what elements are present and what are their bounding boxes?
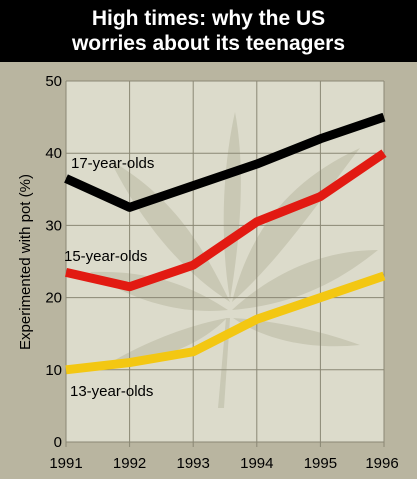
- y-axis-label: Experimented with pot (%): [17, 174, 34, 350]
- y-tick-label: 30: [45, 217, 62, 234]
- x-tick-label: 1991: [49, 455, 82, 472]
- series-label-13: 13-year-olds: [70, 383, 153, 400]
- grid-lines: [65, 80, 385, 447]
- series-label-17: 17-year-olds: [71, 155, 154, 172]
- x-tick-label: 1995: [304, 455, 337, 472]
- series-lines: [64, 112, 387, 375]
- series-line-1: [65, 149, 387, 292]
- series-line-2: [65, 271, 386, 375]
- title-line-1: High times: why the US: [91, 7, 326, 30]
- x-axis-ticks: 1991 1992 1993 1994 1995 1996: [49, 455, 398, 472]
- title-line-2: worries about its teenagers: [71, 32, 346, 55]
- y-tick-label: 50: [45, 73, 62, 90]
- series-line-0: [64, 112, 386, 212]
- y-tick-label: 20: [45, 290, 62, 307]
- x-tick-label: 1996: [365, 455, 398, 472]
- y-tick-label: 0: [54, 434, 62, 451]
- x-tick-label: 1992: [113, 455, 146, 472]
- x-tick-label: 1994: [240, 455, 273, 472]
- y-tick-label: 40: [45, 145, 62, 162]
- x-tick-label: 1993: [177, 455, 210, 472]
- y-axis-ticks: 0 10 20 30 40 50: [45, 73, 62, 451]
- chart-title: High times: why the US worries about its…: [0, 0, 417, 62]
- y-tick-label: 10: [45, 362, 62, 379]
- series-label-15: 15-year-olds: [64, 248, 147, 265]
